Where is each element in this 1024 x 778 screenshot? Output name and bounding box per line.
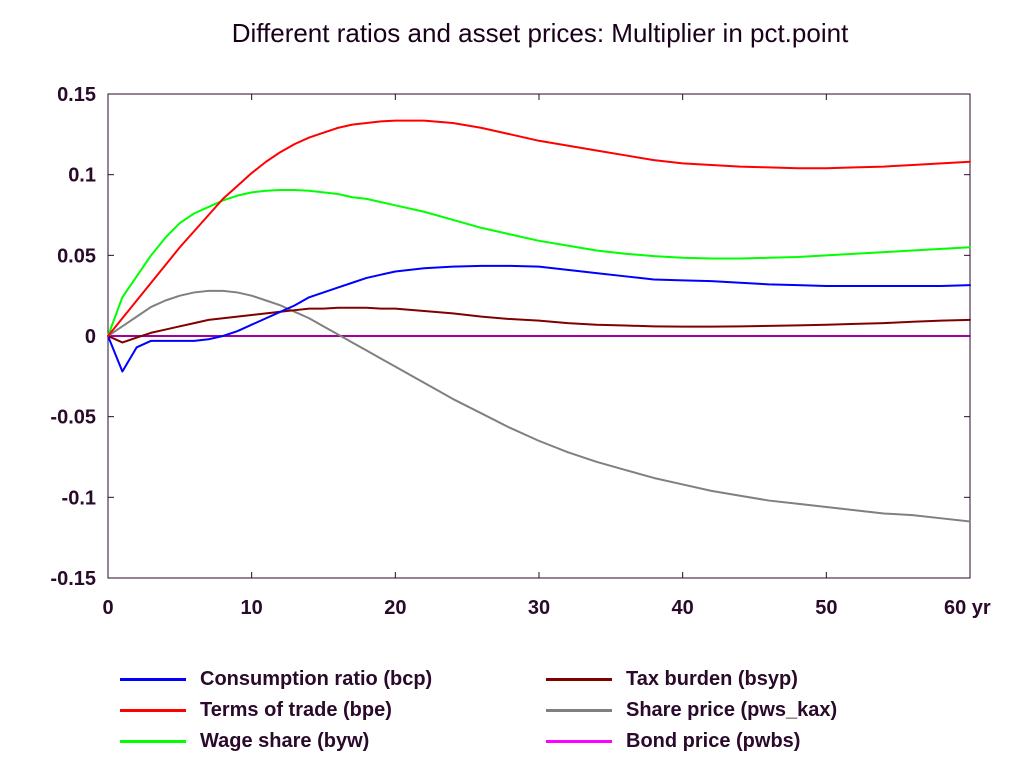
legend-swatch [120,708,186,712]
x-tick-label: 0 [102,597,113,619]
series-line-share-price-pws-kax [107,289,971,523]
series-lines [107,119,971,523]
legend-item-consumption-ratio: Consumption ratio (bcp) [120,664,432,694]
legend-swatch [546,708,612,712]
series-line-wage-share-byw [107,188,971,337]
x-tick-label: 20 [384,597,406,619]
legend-item-wage-share: Wage share (byw) [120,726,369,756]
y-tick-label: 0.15 [57,84,96,106]
x-tick-label: 30 [528,597,550,619]
series-line-terms-of-trade-bpe [107,119,971,337]
y-tick-label: 0.05 [57,245,96,267]
series-line-consumption-ratio-bcp [107,264,971,373]
legend-swatch [120,739,186,743]
legend-swatch [546,739,612,743]
legend-label: Consumption ratio (bcp) [200,667,433,690]
x-tick-label: 10 [241,597,263,619]
legend-label: Terms of trade (bpe) [200,698,392,721]
legend-label: Bond price (pwbs) [626,729,801,752]
x-tick-label: 40 [672,597,694,619]
legend-item-share-price: Share price (pws_kax) [546,695,837,725]
y-tick-label: -0.15 [50,568,96,590]
y-tick-label: -0.05 [50,407,96,429]
y-tick-label: 0.1 [68,165,96,187]
legend-item-bond-price: Bond price (pwbs) [546,726,800,756]
legend-item-tax-burden: Tax burden (bsyp) [546,664,798,694]
y-tick-label: -0.1 [62,487,96,509]
tick-labels: 0 10 20 30 40 50 60 yr 0.15 0.1 0.05 0 -0.05 -0.1 -0.… [50,84,991,619]
legend-item-terms-of-trade: Terms of trade (bpe) [120,695,392,725]
legend-label: Share price (pws_kax) [626,698,838,721]
x-tick-label: 60 yr [944,597,991,619]
line-chart: 0 10 20 30 40 50 60 yr 0.15 0.1 0.05 0 -0.05 -0.1 -0.… [50,84,991,619]
y-tick-label: 0 [85,326,96,348]
legend-swatch [120,677,186,681]
legend-label: Tax burden (bsyp) [626,667,798,690]
x-tick-label: 50 [815,597,837,619]
series-line-tax-burden-bsyp [107,306,971,344]
chart-title: Different ratios and asset prices: Multi… [231,18,849,48]
legend-label: Wage share (byw) [200,729,370,752]
legend-swatch [546,677,612,681]
